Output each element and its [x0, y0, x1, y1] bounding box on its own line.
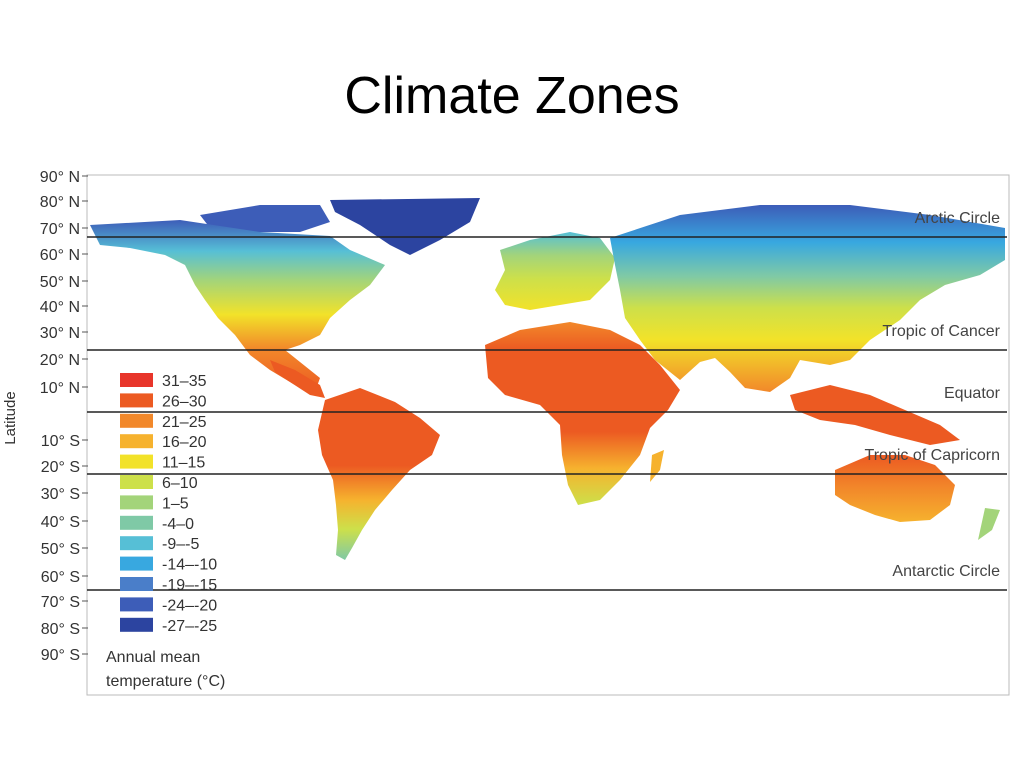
legend-label: 21–25 [162, 414, 207, 431]
latitude-tick-label: 80° S [41, 621, 80, 638]
legend-swatch [120, 454, 153, 469]
legend-swatch [120, 577, 153, 591]
legend-label: 31–35 [162, 373, 207, 390]
latitude-tick-label: 20° N [40, 352, 80, 369]
latitude-tick-label: 90° S [41, 647, 80, 664]
legend-swatch [120, 475, 153, 489]
latitude-tick-label: 10° N [40, 380, 80, 397]
latitude-tick-label: 70° N [40, 221, 80, 238]
legend-swatch [120, 556, 153, 571]
latitude-tick-label: 10° S [41, 433, 80, 450]
reference-line-label: Arctic Circle [915, 210, 1000, 227]
temperature-legend: 31–35 26–30 21–25 16–20 11–15 6–10 1–5 -4–0 -9–-… [106, 373, 225, 690]
latitude-tick-label: 60° S [41, 569, 80, 586]
latitude-tick-label: 20° S [41, 459, 80, 476]
latitude-tick-label: 30° S [41, 486, 80, 503]
legend-label: -4–0 [162, 516, 194, 533]
latitude-tick-label: 50° N [40, 274, 80, 291]
legend-swatch [120, 515, 153, 530]
legend-swatch [120, 495, 153, 510]
legend-swatch [120, 434, 153, 449]
greenland-landmass [330, 198, 480, 255]
legend-label: -27–-25 [162, 618, 217, 635]
arctic-islands [200, 205, 330, 232]
australia-landmass [835, 455, 955, 522]
legend-swatch [120, 536, 153, 551]
latitude-tick-label: 40° N [40, 299, 80, 316]
central-america-landmass [270, 360, 325, 398]
latitude-tick-label: 40° S [41, 514, 80, 531]
legend-swatch [120, 617, 153, 632]
legend-label: -19–-15 [162, 577, 217, 594]
latitude-tick-label: 60° N [40, 247, 80, 264]
north-america-landmass [90, 220, 385, 392]
reference-lines: Arctic Circle Tropic of Cancer Equator Trop… [87, 210, 1007, 591]
legend-swatch [120, 393, 153, 408]
latitude-ticks: 90° N 80° N 70° N 60° N 50° N 40° N 30° N 20° N… [40, 169, 88, 664]
africa-landmass [485, 322, 680, 505]
legend-swatch [120, 373, 153, 387]
new-zealand-landmass [978, 508, 1000, 540]
legend-label: 6–10 [162, 475, 198, 492]
latitude-tick-label: 80° N [40, 194, 80, 211]
reference-line-label: Tropic of Cancer [882, 323, 1000, 340]
europe-landmass [495, 232, 615, 310]
southeast-asia-islands [790, 385, 960, 445]
legend-label: 16–20 [162, 434, 207, 451]
legend-label: -9–-5 [162, 536, 199, 553]
reference-line-label: Equator [944, 385, 1001, 402]
latitude-tick-label: 30° N [40, 325, 80, 342]
legend-swatch [120, 413, 153, 428]
legend-label: -14–-10 [162, 557, 217, 574]
legend-label: 26–30 [162, 393, 207, 410]
legend-label: 11–15 [162, 455, 205, 472]
reference-line-label: Antarctic Circle [892, 563, 1000, 580]
legend-title-line2: temperature (°C) [106, 673, 225, 690]
asia-landmass [610, 205, 1005, 392]
latitude-tick-label: 90° N [40, 169, 80, 186]
legend-label: -24–-20 [162, 597, 217, 614]
latitude-axis-label: Latitude [2, 391, 19, 444]
slide-title: Climate Zones [344, 67, 680, 125]
legend-swatch [120, 597, 153, 612]
legend-title-line1: Annual mean [106, 649, 200, 666]
legend-label: 1–5 [162, 495, 189, 512]
latitude-tick-label: 50° S [41, 541, 80, 558]
latitude-tick-label: 70° S [41, 594, 80, 611]
reference-line-label: Tropic of Capricorn [865, 447, 1000, 464]
